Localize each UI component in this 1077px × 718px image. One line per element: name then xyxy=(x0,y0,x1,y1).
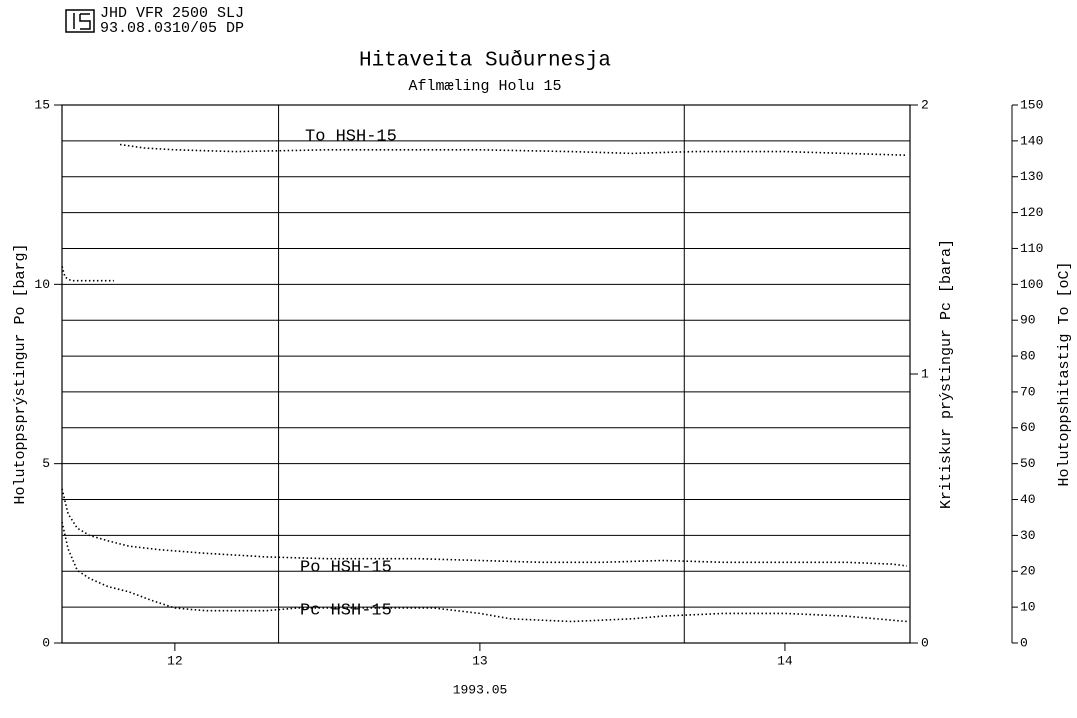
series-line xyxy=(61,521,907,623)
series-label: Pc HSH-15 xyxy=(300,601,392,620)
y3-tick-label: 140 xyxy=(1020,133,1043,148)
x-axis-label: 1993.05 xyxy=(453,682,508,697)
y-axis-label: Holutoppsprýstingur Po [barg] xyxy=(12,243,29,504)
y3-tick-label: 120 xyxy=(1020,205,1043,220)
series-line xyxy=(61,266,114,282)
series-line xyxy=(61,488,907,567)
y3-tick-label: 110 xyxy=(1020,241,1043,256)
y3-tick-label: 50 xyxy=(1020,456,1036,471)
y-tick-label: 15 xyxy=(34,97,50,112)
x-tick-label: 12 xyxy=(167,653,183,668)
y2-tick-label: 0 xyxy=(921,635,929,650)
series-line xyxy=(119,143,907,156)
y3-tick-label: 70 xyxy=(1020,384,1036,399)
y3-tick-label: 90 xyxy=(1020,313,1036,328)
y3-tick-label: 10 xyxy=(1020,600,1036,615)
y3-tick-label: 30 xyxy=(1020,528,1036,543)
header-line: JHD VFR 2500 SLJ xyxy=(100,5,244,22)
y2-axis-label: Kritiskur prýstingur Pc [bara] xyxy=(938,239,955,509)
y3-tick-label: 0 xyxy=(1020,635,1028,650)
y2-tick-label: 1 xyxy=(921,366,929,381)
x-tick-label: 14 xyxy=(777,653,793,668)
y3-tick-label: 60 xyxy=(1020,420,1036,435)
logo xyxy=(65,9,95,33)
y2-tick-label: 2 xyxy=(921,97,929,112)
series-label: To HSH-15 xyxy=(305,127,397,146)
chart-subtitle: Aflmæling Holu 15 xyxy=(408,78,561,95)
y3-tick-label: 150 xyxy=(1020,97,1043,112)
chart-title: Hitaveita Suðurnesja xyxy=(359,50,611,73)
x-tick-label: 13 xyxy=(472,653,488,668)
y-tick-label: 5 xyxy=(42,456,50,471)
y3-tick-label: 80 xyxy=(1020,349,1036,364)
y-tick-label: 10 xyxy=(34,277,50,292)
y-tick-label: 0 xyxy=(42,635,50,650)
y3-tick-label: 130 xyxy=(1020,169,1043,184)
y3-tick-label: 20 xyxy=(1020,564,1036,579)
y3-tick-label: 40 xyxy=(1020,492,1036,507)
y3-axis-label: Holutoppshitastig To [oC] xyxy=(1056,261,1073,486)
header-line: 93.08.0310/05 DP xyxy=(100,20,244,37)
y3-tick-label: 100 xyxy=(1020,277,1043,292)
series-label: Po HSH-15 xyxy=(300,558,392,577)
